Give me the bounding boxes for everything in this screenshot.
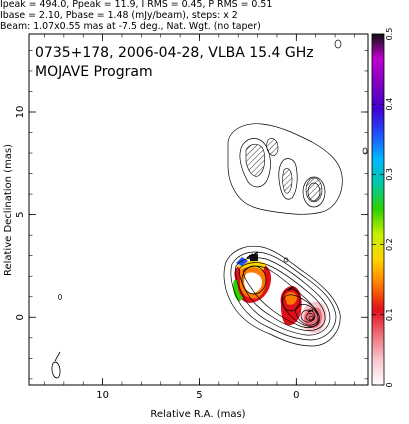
colorbar-tick-label: 0.3 [385, 168, 394, 181]
x-axis: 10 5 0 [44, 34, 355, 401]
pol-vector [307, 309, 314, 313]
chart-title: 0735+178, 2006-04-28, VLBA 15.4 GHz [35, 45, 314, 61]
pol-patch-jet-knot-core-white [244, 272, 262, 294]
contour-level-7 [295, 304, 319, 326]
colorbar-ticks: 0 0.1 0.2 0.3 0.4 0.5 [372, 28, 394, 388]
x-tick-label: 0 [293, 390, 299, 401]
plot-frame [28, 33, 369, 386]
contour-level-9 [305, 313, 315, 321]
pol-vector [251, 251, 259, 257]
x-axis-label: Relative R.A. (mas) [150, 409, 245, 420]
colorbar-tick-label: 0 [385, 382, 394, 387]
y-axis: 0 5 10 [15, 50, 368, 380]
colorbar-tick-label: 0.2 [385, 238, 394, 251]
header-line-2: Ibase = 2.10, Pbase = 1.48 (mJy/beam), s… [0, 10, 238, 21]
contour-level-6 [282, 294, 320, 327]
colorbar-tick-label: 0.1 [385, 308, 394, 321]
contour-extended-outer [227, 123, 343, 215]
contour-extended-inner-2 [278, 158, 298, 200]
contour-extended-inner-1 [239, 138, 271, 188]
y-axis-label: Relative Declination (mas) [3, 144, 14, 276]
contour-isolated-3 [58, 294, 62, 300]
contour-level-5 [243, 265, 319, 328]
x-tick-label: 5 [196, 390, 202, 401]
contour-isolated-2 [334, 39, 342, 49]
polarization-vectors [246, 251, 314, 313]
y-tick-label: 0 [15, 314, 26, 320]
colorbar-tick-label: 0.4 [385, 98, 394, 111]
y-tick-label: 10 [15, 106, 26, 119]
contour-level-8 [300, 309, 316, 323]
contour-knot-1 [241, 265, 267, 295]
contour-isolated-1 [362, 147, 368, 155]
colorbar [371, 33, 385, 386]
pol-vector [246, 253, 254, 259]
contour-level-4 [239, 262, 326, 331]
map-layer [51, 39, 368, 379]
hatch-region-4 [305, 177, 323, 203]
intensity-contours [58, 39, 368, 347]
header-line-3: Beam: 1.07x0.55 mas at -7.5 deg., Nat. W… [0, 21, 261, 32]
hatch-region-3 [282, 168, 293, 194]
pol-patch-jet-knot-green [233, 280, 243, 302]
beam-ellipse [51, 351, 61, 379]
x-tick-label: 10 [96, 390, 109, 401]
contour-level-3 [235, 257, 331, 336]
contour-level-10 [308, 315, 314, 321]
hatch-region-2 [266, 138, 279, 156]
pol-vector [287, 286, 294, 291]
contour-level-2 [230, 251, 337, 341]
hatched-regions [245, 138, 323, 203]
contour-extended-knot-outer [302, 176, 326, 208]
contour-level-1 [223, 245, 341, 347]
chart-subtitle: MOJAVE Program [35, 64, 153, 80]
hatch-region-1 [245, 143, 266, 177]
contour-isolated-4 [283, 257, 289, 263]
header-line-1: Ipeak = 494.0, Ppeak = 11.9, I RMS = 0.4… [0, 0, 273, 10]
y-tick-label: 5 [15, 211, 26, 217]
colorbar-tick-label: 0.5 [385, 28, 394, 41]
